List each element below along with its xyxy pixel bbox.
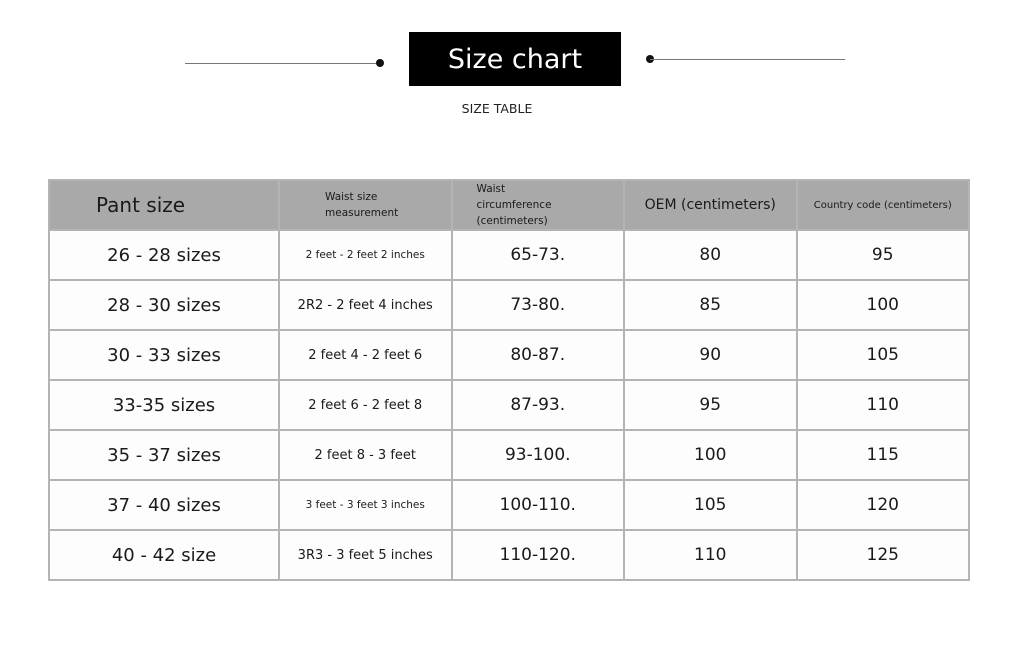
table-cell: 65-73. xyxy=(450,229,625,281)
column-header: Waist size measurement xyxy=(278,179,453,231)
table-cell: 100 xyxy=(623,429,798,481)
table-cell: 93-100. xyxy=(450,429,625,481)
left-decor-line xyxy=(185,63,380,64)
table-cell: 87-93. xyxy=(450,379,625,431)
table-cell: 105 xyxy=(795,329,970,381)
table-row: 35 - 37 sizes 2 feet 8 - 3 feet 93-100. 100… xyxy=(48,429,970,481)
table-cell: 115 xyxy=(795,429,970,481)
table-header-row: Pant size Waist size measurement Waist c… xyxy=(48,179,970,231)
table-row: 40 - 42 size 3R3 - 3 feet 5 inches 110-120… xyxy=(48,529,970,581)
table-cell: 26 - 28 sizes xyxy=(48,229,280,281)
table-cell: 110-120. xyxy=(450,529,625,581)
left-decor-dot xyxy=(376,59,384,67)
table-cell: 3R3 - 3 feet 5 inches xyxy=(278,529,453,581)
table-cell: 28 - 30 sizes xyxy=(48,279,280,331)
table-cell: 95 xyxy=(623,379,798,431)
table-cell: 100-110. xyxy=(450,479,625,531)
column-header: Pant size xyxy=(48,179,280,231)
table-cell: 80-87. xyxy=(450,329,625,381)
table-cell: 33-35 sizes xyxy=(48,379,280,431)
table-cell: 35 - 37 sizes xyxy=(48,429,280,481)
table-cell: 3 feet - 3 feet 3 inches xyxy=(278,479,453,531)
table-cell: 90 xyxy=(623,329,798,381)
table-cell: 125 xyxy=(795,529,970,581)
table-cell: 40 - 42 size xyxy=(48,529,280,581)
table-cell: 2 feet 8 - 3 feet xyxy=(278,429,453,481)
table-row: 28 - 30 sizes 2R2 - 2 feet 4 inches 73-80.… xyxy=(48,279,970,331)
table-row: 26 - 28 sizes 2 feet - 2 feet 2 inches 65-… xyxy=(48,229,970,281)
table-cell: 110 xyxy=(795,379,970,431)
column-header: OEM (centimeters) xyxy=(623,179,798,231)
right-decor-line xyxy=(650,59,845,60)
column-header: Waist circumference (centimeters) xyxy=(450,179,625,231)
table-cell: 110 xyxy=(623,529,798,581)
table-row: 33-35 sizes 2 feet 6 - 2 feet 8 87-93. 95 11… xyxy=(48,379,970,431)
table-cell: 95 xyxy=(795,229,970,281)
table-cell: 2 feet 6 - 2 feet 8 xyxy=(278,379,453,431)
column-header: Country code (centimeters) xyxy=(795,179,970,231)
table-cell: 73-80. xyxy=(450,279,625,331)
table-row: 30 - 33 sizes 2 feet 4 - 2 feet 6 80-87. 90… xyxy=(48,329,970,381)
table-cell: 80 xyxy=(623,229,798,281)
table-cell: 100 xyxy=(795,279,970,331)
table-cell: 105 xyxy=(623,479,798,531)
table-cell: 85 xyxy=(623,279,798,331)
table-cell: 2 feet 4 - 2 feet 6 xyxy=(278,329,453,381)
table-cell: 30 - 33 sizes xyxy=(48,329,280,381)
page-title: Size chart xyxy=(409,32,621,86)
size-table: Pant size Waist size measurement Waist c… xyxy=(48,179,970,581)
table-cell: 120 xyxy=(795,479,970,531)
table-row: 37 - 40 sizes 3 feet - 3 feet 3 inches 100… xyxy=(48,479,970,531)
table-cell: 2R2 - 2 feet 4 inches xyxy=(278,279,453,331)
table-cell: 2 feet - 2 feet 2 inches xyxy=(278,229,453,281)
page-subtitle: SIZE TABLE xyxy=(461,101,533,116)
table-cell: 37 - 40 sizes xyxy=(48,479,280,531)
